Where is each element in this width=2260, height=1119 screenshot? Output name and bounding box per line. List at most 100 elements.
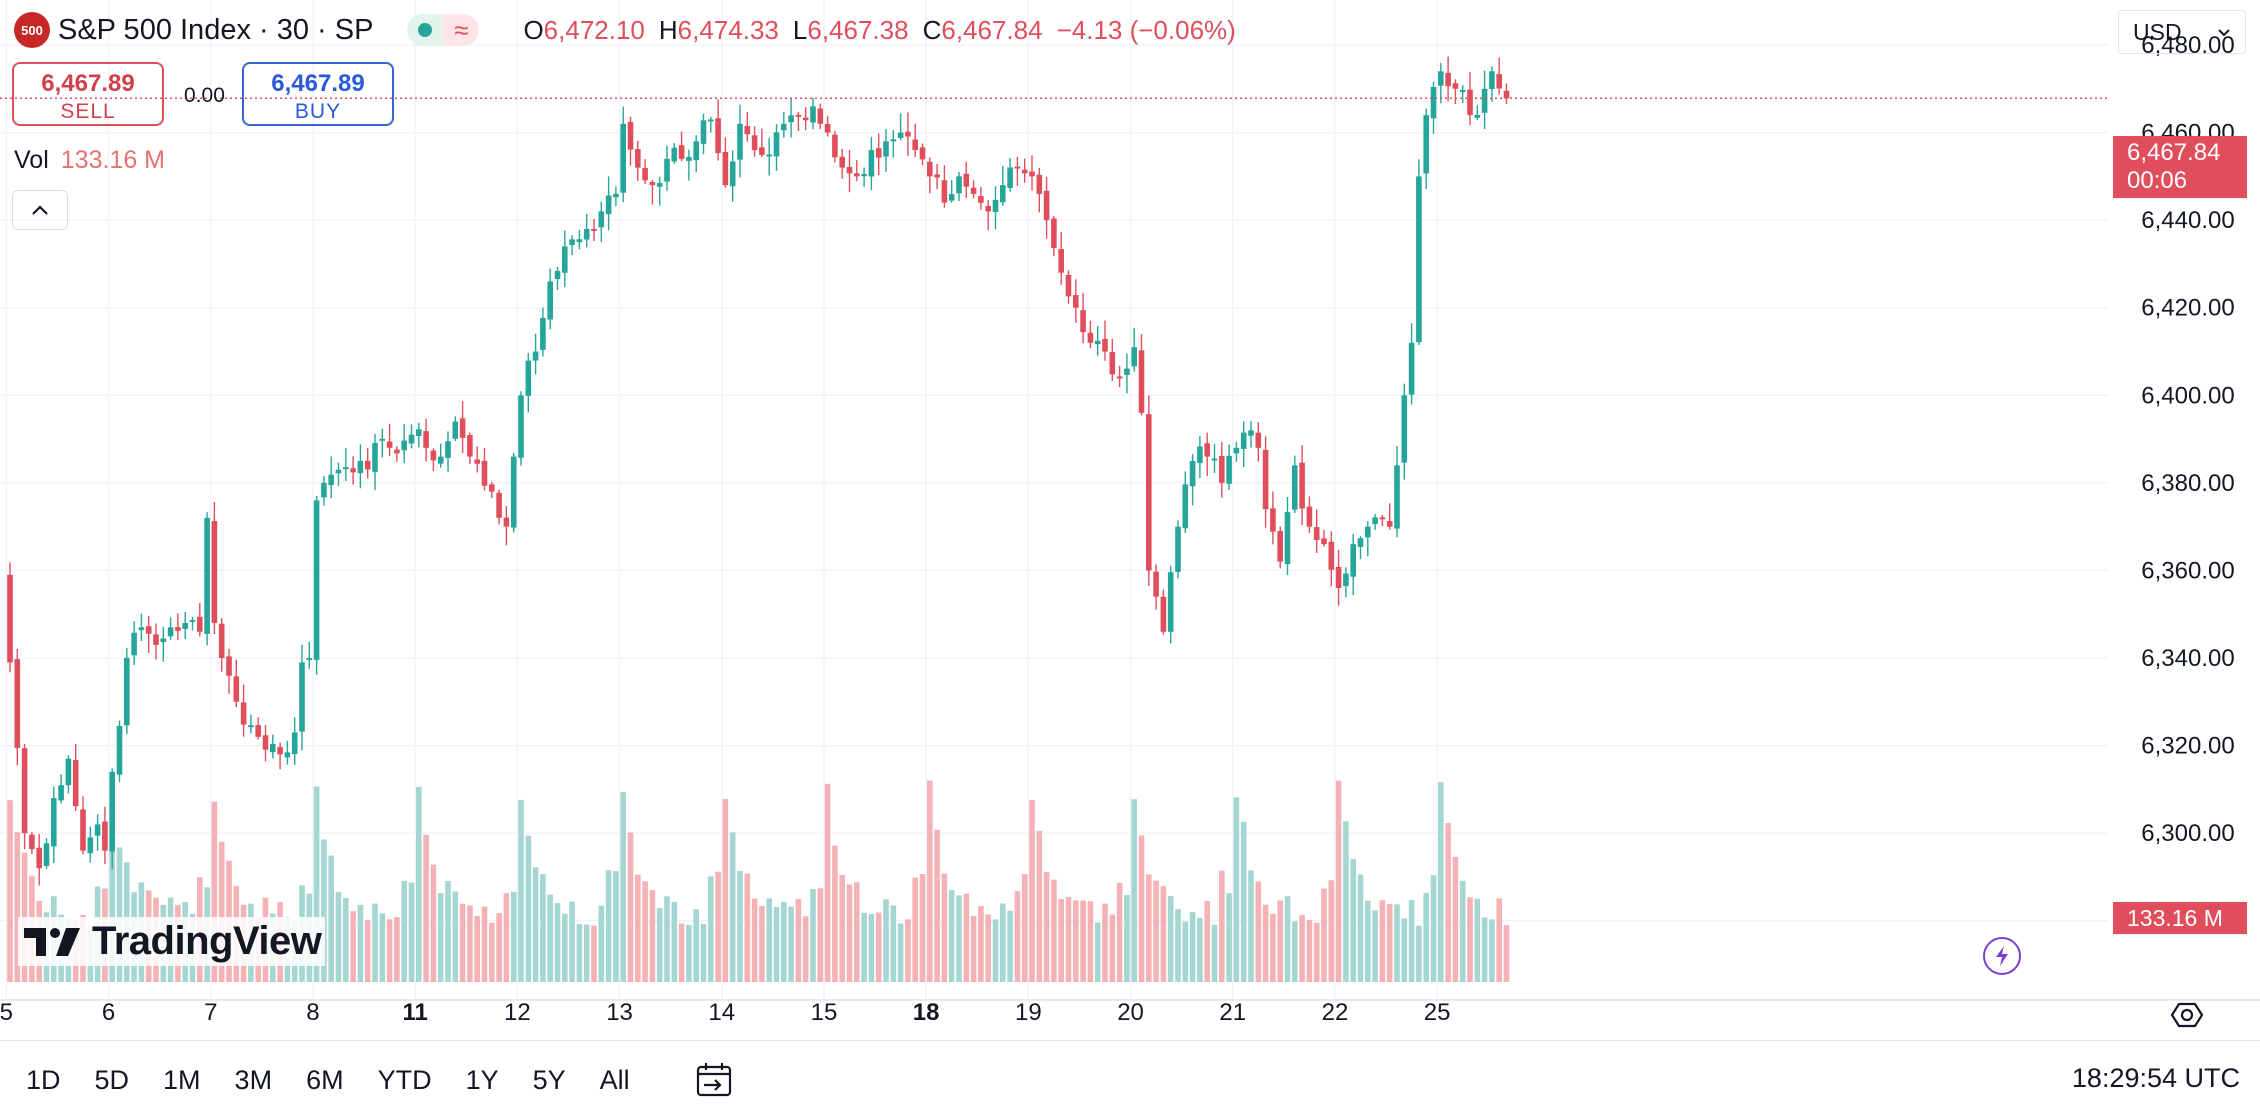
- candle: [985, 199, 991, 231]
- volume-bar: [1240, 821, 1247, 982]
- volume-bar: [861, 912, 867, 982]
- candle: [1277, 526, 1283, 569]
- sp500-logo: 500: [14, 12, 50, 48]
- volume-bar: [1255, 881, 1262, 982]
- last-price-tag: 6,467.84 00:06: [2113, 136, 2247, 198]
- volume-legend[interactable]: Vol 133.16 M: [14, 146, 165, 175]
- price-chart[interactable]: 6,280.006,300.006,320.006,340.006,360.00…: [0, 0, 2260, 1040]
- candle: [1386, 503, 1393, 530]
- volume-bar: [839, 874, 845, 982]
- candle: [65, 755, 72, 794]
- candle: [102, 806, 108, 865]
- range-all-button[interactable]: All: [599, 1064, 630, 1095]
- range-5d-button[interactable]: 5D: [94, 1064, 130, 1095]
- volume-bar: [897, 923, 904, 982]
- volume-bar: [583, 924, 590, 982]
- lightning-icon[interactable]: [1983, 937, 2021, 975]
- candle: [489, 481, 495, 499]
- candle: [802, 107, 809, 131]
- tradingview-logo[interactable]: TradingView: [18, 917, 326, 966]
- chevron-up-icon: [32, 205, 48, 215]
- market-status-pill[interactable]: ≈: [407, 14, 480, 46]
- candle: [854, 160, 860, 182]
- time-tick-label: 11: [402, 999, 427, 1026]
- ohlc-close-key: C: [922, 14, 942, 45]
- candle: [905, 112, 911, 157]
- volume-bar: [1226, 893, 1232, 982]
- candle: [72, 744, 79, 811]
- candle: [1226, 444, 1232, 490]
- candle: [1167, 565, 1174, 644]
- volume-bar: [1080, 900, 1086, 982]
- volume-bar: [423, 834, 429, 982]
- currency-select[interactable]: USD: [2118, 10, 2246, 54]
- candle: [540, 307, 546, 357]
- price-tick-label: 6,380.00: [2141, 470, 2234, 497]
- volume-bar: [802, 916, 809, 982]
- candle: [970, 180, 977, 199]
- candle: [1459, 85, 1466, 104]
- time-tick-label: 15: [811, 999, 838, 1026]
- time-tick-label: 19: [1015, 999, 1042, 1026]
- candle: [678, 131, 685, 162]
- brand-name: TradingView: [92, 919, 322, 963]
- range-6m-button[interactable]: 6M: [306, 1064, 344, 1095]
- time-tick-label: 6: [102, 999, 115, 1026]
- candle: [1481, 70, 1488, 130]
- range-5y-button[interactable]: 5Y: [532, 1064, 566, 1095]
- candle: [343, 448, 349, 482]
- candle: [1408, 323, 1415, 405]
- candle: [890, 130, 897, 158]
- volume-bar: [1496, 898, 1502, 982]
- volume-bar: [445, 880, 451, 982]
- volume-bar: [686, 924, 692, 982]
- collapse-legend-button[interactable]: [12, 190, 68, 230]
- range-1m-button[interactable]: 1M: [163, 1064, 201, 1095]
- chart-settings-icon[interactable]: [2170, 998, 2204, 1032]
- volume-bar: [605, 870, 612, 982]
- candle: [627, 116, 634, 166]
- volume-bar: [1058, 899, 1064, 982]
- ohlc-open-value: 6,472.10: [543, 14, 645, 45]
- time-axis[interactable]: 5 6 7 8 11 12 13 14 15 18 19 20 21 22 25: [0, 999, 1451, 1026]
- candle: [1350, 533, 1356, 596]
- volume-bar: [1262, 904, 1269, 982]
- candle: [1204, 432, 1210, 476]
- range-1d-button[interactable]: 1D: [26, 1064, 61, 1095]
- candle: [386, 423, 393, 457]
- buy-price: 6,467.89: [271, 70, 365, 97]
- time-tick-label: 14: [708, 999, 735, 1026]
- volume-bar: [919, 874, 926, 982]
- volume-bar: [525, 835, 532, 982]
- volume-bar: [737, 870, 743, 982]
- symbol-title[interactable]: S&P 500 Index · 30 · SP: [58, 13, 374, 46]
- candle: [839, 148, 845, 179]
- volume-bar: [963, 893, 970, 982]
- range-ytd-button[interactable]: YTD: [377, 1064, 432, 1095]
- volume-bar: [810, 889, 816, 982]
- candle: [649, 179, 656, 205]
- utc-clock[interactable]: 18:29:54 UTC: [2071, 1063, 2240, 1093]
- go-to-date-icon[interactable]: [694, 1061, 734, 1099]
- volume-bar: [452, 891, 459, 982]
- sell-button[interactable]: 6,467.89 SELL: [12, 62, 164, 126]
- candle: [248, 714, 254, 734]
- candle: [956, 172, 962, 201]
- candle: [204, 512, 210, 646]
- candle: [1262, 436, 1269, 528]
- ohlc-high-key: H: [658, 14, 678, 45]
- buy-button[interactable]: 6,467.89 BUY: [242, 62, 394, 126]
- volume-bar: [437, 893, 444, 982]
- volume-bar: [1313, 922, 1320, 982]
- range-1y-button[interactable]: 1Y: [465, 1064, 499, 1095]
- range-3m-button[interactable]: 3M: [234, 1064, 273, 1095]
- candle: [1284, 496, 1291, 576]
- volume-bar: [832, 845, 838, 982]
- candle: [547, 268, 553, 330]
- volume-bar: [313, 786, 320, 982]
- candlesticks: [7, 56, 1510, 886]
- candle: [562, 230, 568, 288]
- volume-bar: [875, 912, 882, 982]
- candle: [255, 717, 261, 740]
- ohlc-open-key: O: [523, 14, 544, 45]
